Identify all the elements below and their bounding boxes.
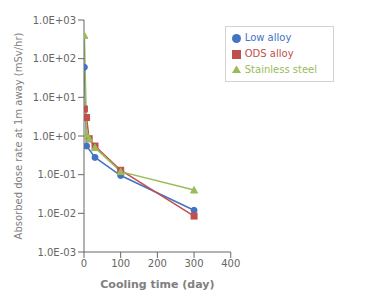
svg-text:1.0E+02: 1.0E+02: [33, 53, 76, 64]
html-text:Stainless steel: Stainless steel: [244, 64, 317, 75]
svg-text:Absorbed dose rate at 1m away: Absorbed dose rate at 1m away (mSv/hr): [13, 32, 24, 239]
svg-text:1.0E+00: 1.0E+00: [33, 131, 76, 142]
html-text:ODS alloy: ODS alloy: [244, 48, 294, 59]
svg-text:100: 100: [111, 258, 130, 269]
svg-text:300: 300: [185, 258, 204, 269]
svg-text:200: 200: [148, 258, 167, 269]
svg-text:1.0E-02: 1.0E-02: [37, 208, 76, 219]
svg-text:Cooling time (day): Cooling time (day): [100, 278, 214, 291]
svg-text:400: 400: [221, 258, 240, 269]
svg-text:1.0E-01: 1.0E-01: [37, 169, 76, 180]
svg-text:1.0E-03: 1.0E-03: [37, 247, 76, 258]
svg-text:1.0E+01: 1.0E+01: [33, 92, 76, 103]
svg-text:1.0E+03: 1.0E+03: [33, 15, 76, 26]
html-text:Low alloy: Low alloy: [244, 32, 292, 43]
svg-text:0: 0: [81, 258, 87, 269]
